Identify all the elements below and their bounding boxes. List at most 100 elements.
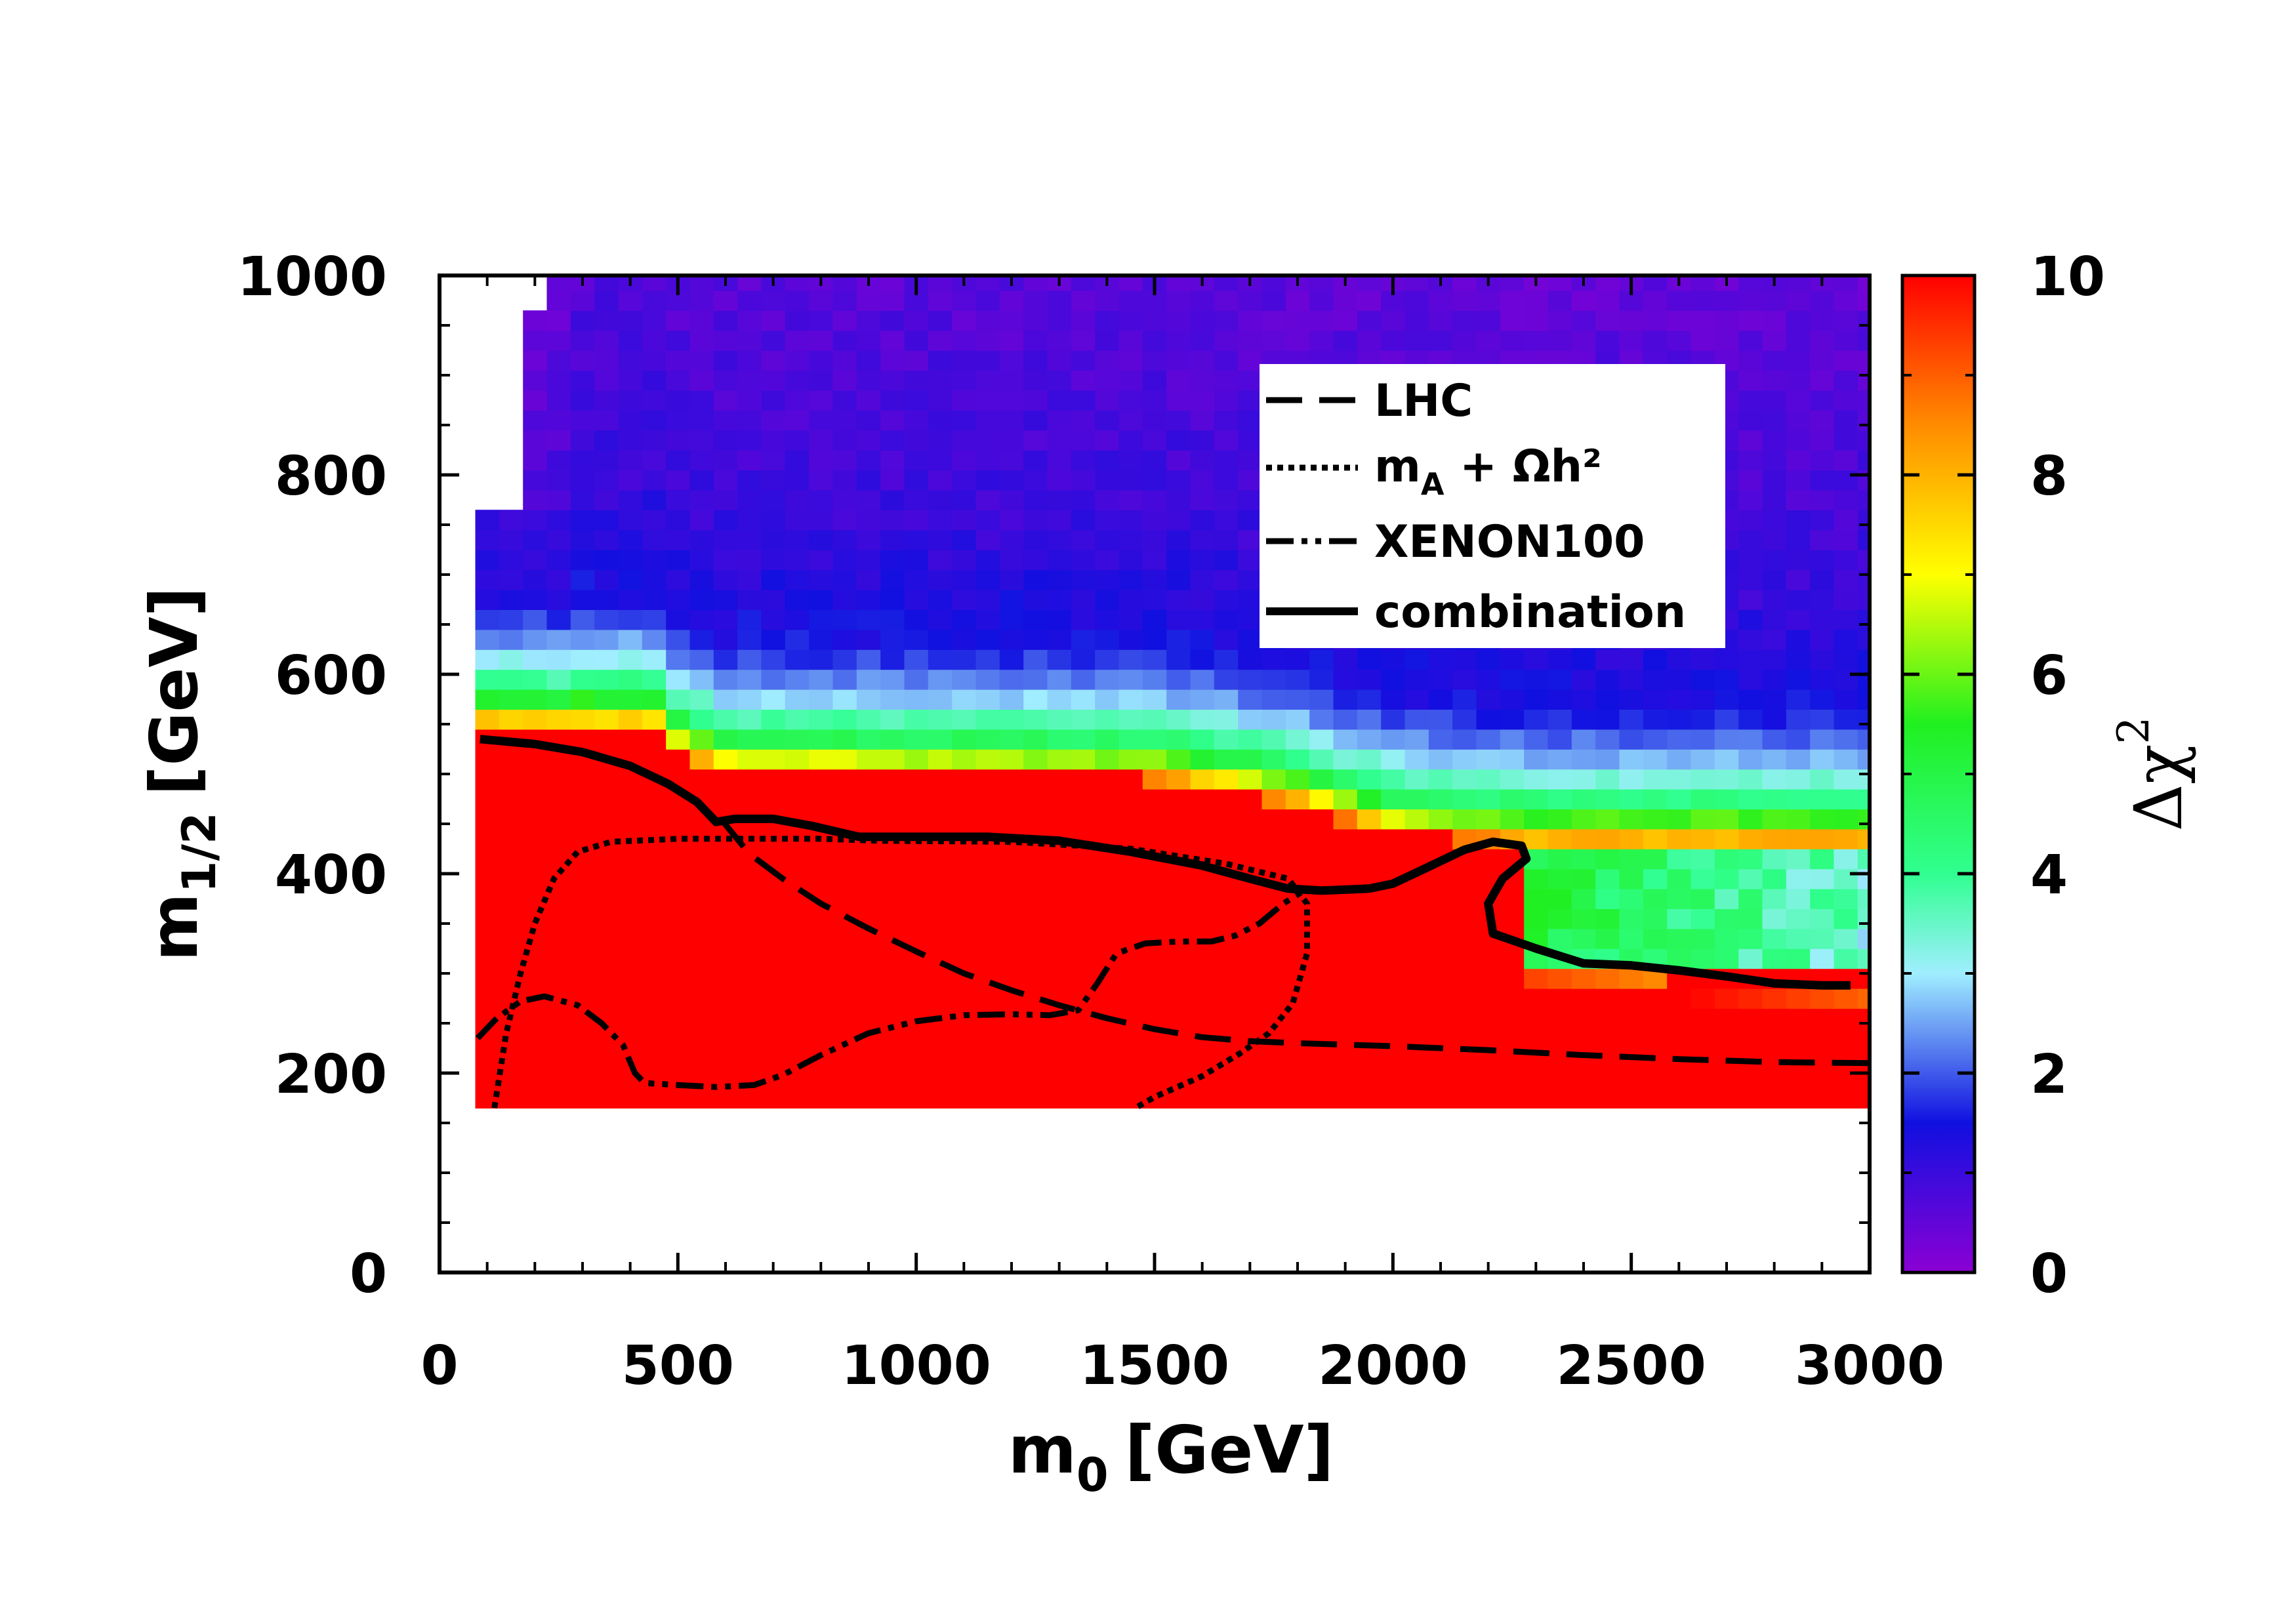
heatmap-cell [1071,1008,1096,1029]
heatmap-cell [928,749,953,770]
heatmap-cell [1738,649,1763,670]
heatmap-cell [1476,988,1501,1009]
heatmap-cell [1023,729,1048,750]
heatmap-cell [832,709,857,730]
heatmap-cell [1118,275,1143,291]
heatmap-cell [832,470,857,491]
heatmap-cell [570,550,595,571]
heatmap-cell [856,809,881,830]
heatmap-cell [1190,649,1215,670]
heatmap-cell [1834,849,1858,870]
heatmap-cell [523,769,548,790]
heatmap-cell [928,849,953,870]
heatmap-cell [1023,709,1048,730]
heatmap-cell [952,529,977,550]
heatmap-cell [952,609,977,630]
heatmap-cell [1619,1088,1644,1109]
heatmap-cell [904,450,929,471]
heatmap-cell [1071,649,1096,670]
heatmap-cell [1071,788,1096,809]
heatmap-cell [1786,589,1811,610]
heatmap-cell [1023,968,1048,989]
heatmap-cell [713,1008,738,1029]
heatmap-cell [642,470,666,491]
heatmap-cell [1762,1028,1787,1049]
heatmap-cell [1571,290,1596,311]
heatmap-cell [880,988,905,1009]
heatmap-cell [1738,749,1763,770]
heatmap-cell [1214,689,1239,710]
heatmap-cell [1667,310,1692,331]
heatmap-cell [737,310,762,331]
heatmap-cell [809,609,834,630]
heatmap-cell [1428,749,1453,770]
heatmap-cell [1834,828,1858,849]
heatmap-cell [713,988,738,1009]
heatmap-cell [1023,868,1048,889]
heatmap-cell [1095,908,1120,929]
heatmap-cell [1357,988,1382,1009]
heatmap-cell [594,1088,619,1109]
heatmap-cell [1619,310,1644,331]
heatmap-cell [1428,290,1453,311]
heatmap-cell [880,649,905,670]
heatmap-cell [761,350,786,371]
heatmap-cell [713,589,738,610]
heatmap-cell [642,430,666,451]
heatmap-cell [713,510,738,531]
heatmap-cell [1023,948,1048,969]
heatmap-cell [1047,450,1072,471]
heatmap-cell [832,330,857,351]
heatmap-cell [594,968,619,989]
heatmap-cell [1190,809,1215,830]
heatmap-cell [523,529,548,550]
heatmap-cell [618,569,643,590]
heatmap-cell [618,290,643,311]
heatmap-cell [1357,769,1382,790]
heatmap-cell [1571,908,1596,929]
heatmap-cell [1500,948,1525,969]
heatmap-cell [1548,669,1572,690]
heatmap-cell [1571,1028,1596,1049]
heatmap-cell [1261,290,1286,311]
colorbar-tick-label: 4 [2030,844,2068,906]
heatmap-cell [1142,709,1167,730]
heatmap-cell [1047,310,1072,331]
heatmap-cell [975,1048,1000,1069]
heatmap-cell [475,629,500,650]
heatmap-cell [975,908,1000,929]
heatmap-cell [570,290,595,311]
heatmap-cell [1548,649,1572,670]
heatmap-cell [1571,788,1596,809]
heatmap-cell [1095,410,1120,431]
heatmap-cell [1404,729,1429,750]
heatmap-cell [594,649,619,670]
heatmap-cell [1857,888,1870,909]
heatmap-cell [832,489,857,510]
heatmap-cell [642,809,666,830]
heatmap-cell [1524,1068,1549,1089]
heatmap-cell [737,430,762,451]
heatmap-cell [809,968,834,989]
heatmap-cell [523,689,548,710]
heatmap-cell [832,290,857,311]
heatmap-cell [1476,849,1501,870]
heatmap-cell [999,450,1024,471]
heatmap-cell [832,769,857,790]
heatmap-cell [1834,589,1858,610]
heatmap-cell [975,529,1000,550]
heatmap-cell [1428,310,1453,331]
heatmap-cell [1619,1028,1644,1049]
heatmap-cell [904,330,929,351]
heatmap-cell [1834,868,1858,889]
heatmap-cell [1190,968,1215,989]
heatmap-cell [880,550,905,571]
heatmap-cell [1142,609,1167,630]
heatmap-cell [1095,888,1120,909]
colorbar-tick-label: 8 [2030,445,2068,508]
heatmap-cell [594,330,619,351]
heatmap-cell [1309,1008,1334,1029]
heatmap-cell [1142,489,1167,510]
heatmap-cell [713,470,738,491]
heatmap-cell [999,649,1024,670]
